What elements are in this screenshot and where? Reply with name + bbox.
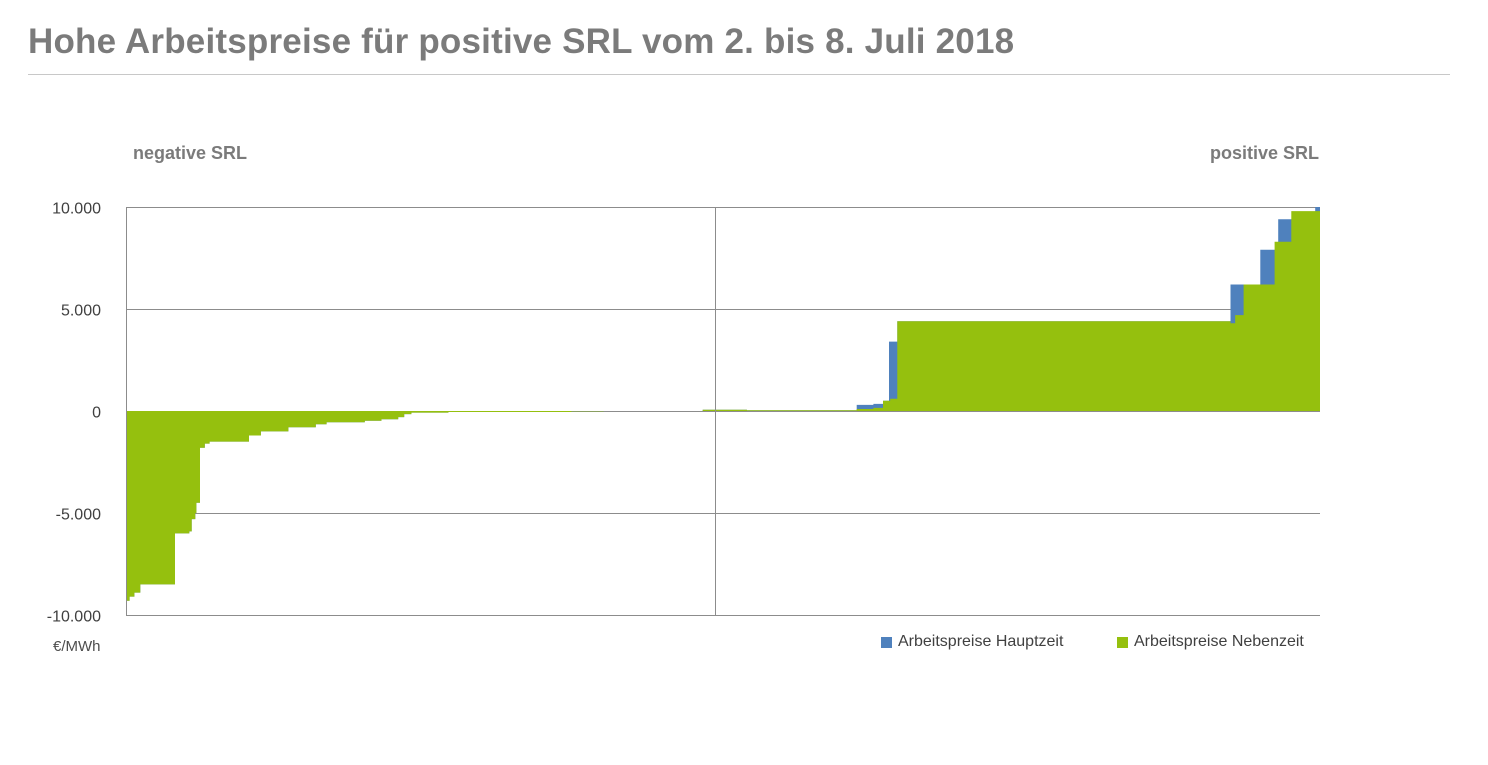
legend-label-hauptzeit: Arbeitspreise Hauptzeit xyxy=(898,633,1064,650)
negative-srl-label: negative SRL xyxy=(133,143,248,163)
unit-label: €/MWh xyxy=(53,638,101,655)
legend-swatch-nebenzeit xyxy=(1117,636,1128,648)
axes xyxy=(126,207,716,615)
y-tick-label: 10.000 xyxy=(52,201,101,218)
series-areas xyxy=(126,207,1320,601)
positive-srl-label: positive SRL xyxy=(1209,143,1319,163)
legend-label-nebenzeit: Arbeitspreise Nebenzeit xyxy=(1134,633,1304,650)
page-title: Hohe Arbeitspreise für positive SRL vom … xyxy=(28,22,1015,61)
y-tick-label: -5.000 xyxy=(56,507,101,524)
y-tick-label: 5.000 xyxy=(61,303,101,320)
series-area-arbeitspreise-nebenzeit xyxy=(126,211,1320,601)
y-tick-label: 0 xyxy=(92,405,101,422)
legend-swatch-hauptzeit xyxy=(881,636,892,648)
y-tick-label: -10.000 xyxy=(47,609,101,626)
legend-item-nebenzeit: Arbeitspreise Nebenzeit xyxy=(1117,633,1304,651)
y-tick-labels: 10.000 5.000 0 -5.000 -10.000 xyxy=(47,201,101,626)
title-divider xyxy=(28,74,1450,75)
legend-item-hauptzeit: Arbeitspreise Hauptzeit xyxy=(881,633,1063,651)
